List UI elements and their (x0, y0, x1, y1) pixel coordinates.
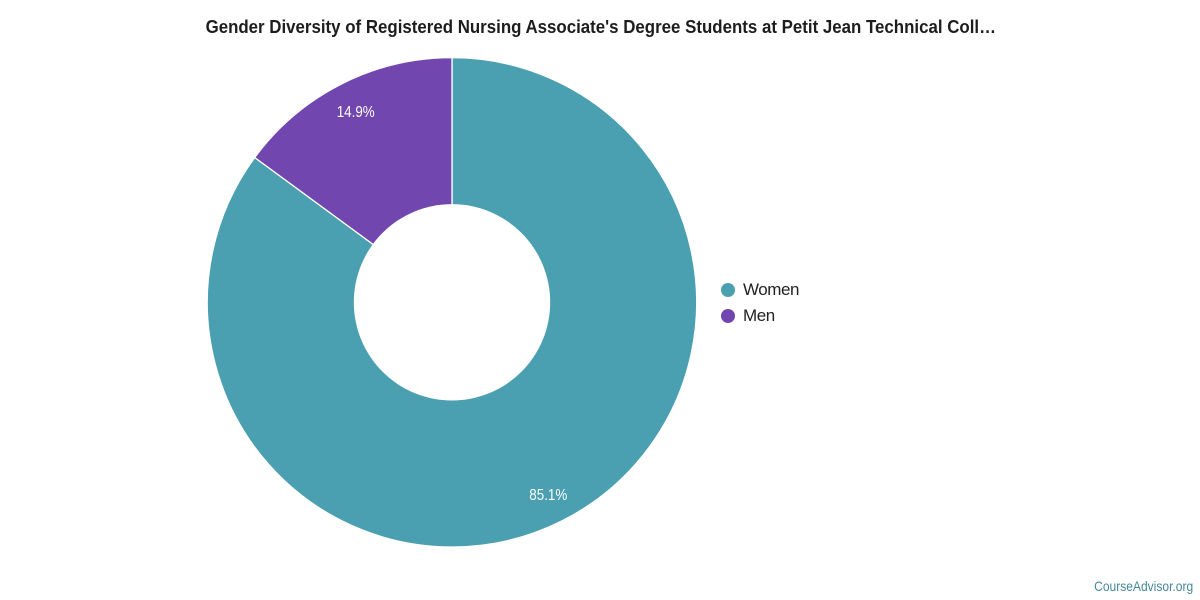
svg-text:85.1%: 85.1% (529, 487, 567, 504)
svg-text:14.9%: 14.9% (337, 104, 375, 121)
